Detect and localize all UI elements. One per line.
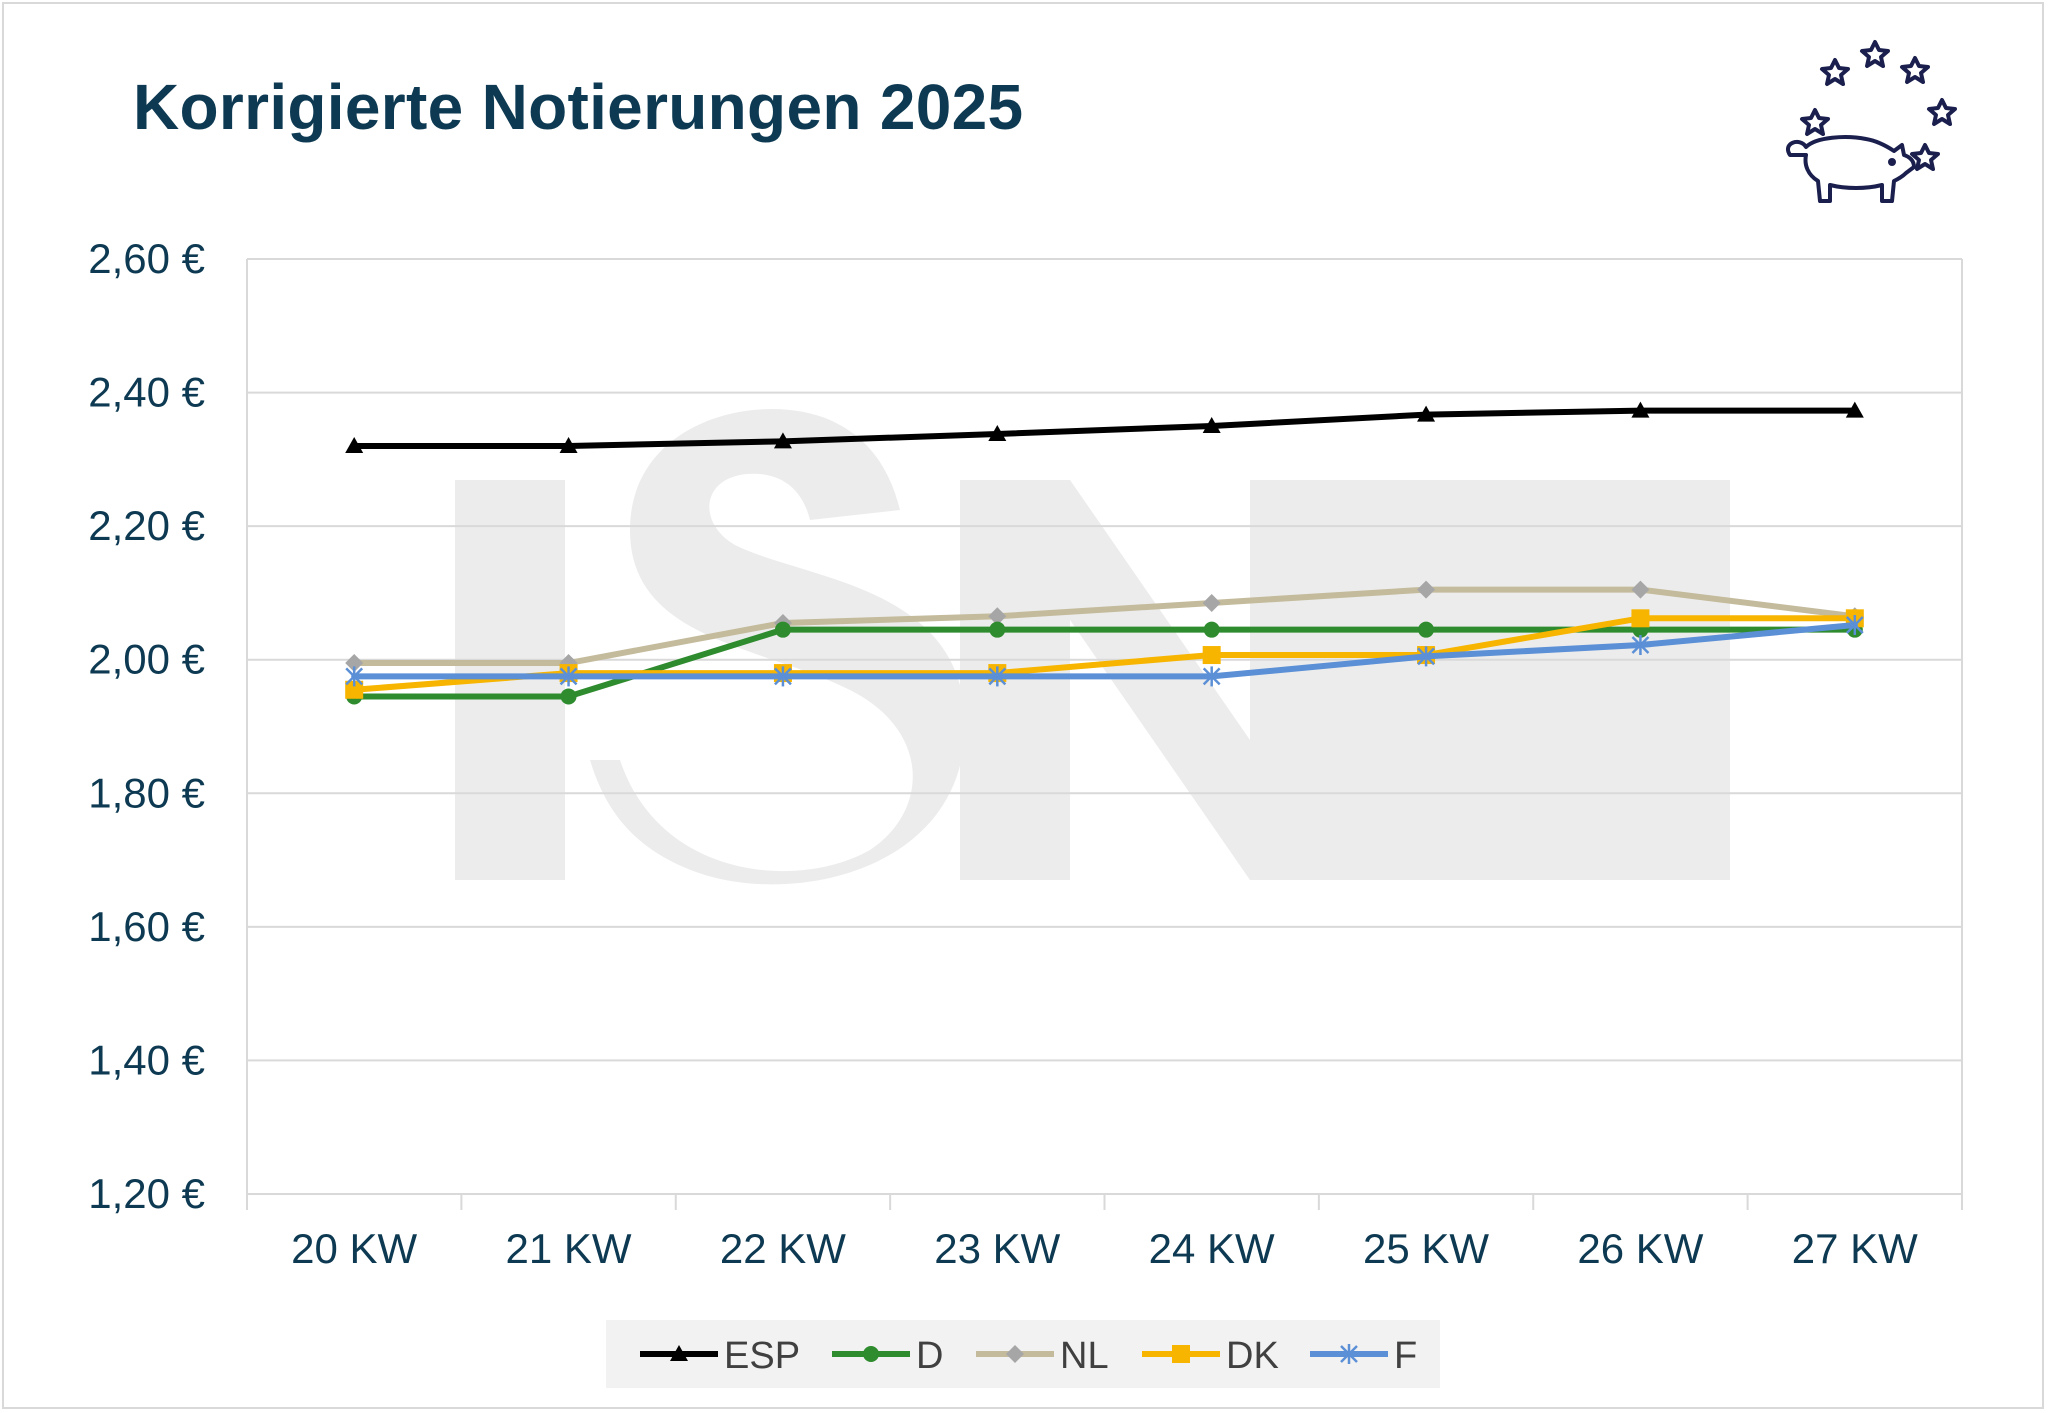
data-point [774,621,791,638]
x-tick-label: 23 KW [934,1225,1060,1272]
pig-icon [1786,135,1916,203]
star-icon [1820,58,1850,86]
data-point [345,437,364,453]
star-icon [1900,56,1930,84]
data-point [774,666,792,687]
data-point [1202,646,1221,665]
legend-item-dk: DK [1142,1335,1279,1377]
data-point [345,680,364,699]
data-point [1202,593,1221,612]
data-point [1418,621,1435,638]
star-icon [1800,108,1830,136]
data-point [1845,614,1864,635]
data-point [559,437,578,453]
series-f [345,614,1864,687]
series-line [351,407,1858,449]
y-tick-label: 1,20 € [88,1170,205,1217]
data-point [1417,580,1436,599]
data-point [1631,635,1650,656]
y-tick-label: 1,80 € [88,769,205,816]
data-point [989,621,1006,638]
legend-marker [1006,1345,1024,1363]
y-tick-label: 2,20 € [88,502,205,549]
data-point [1631,580,1650,599]
data-point [1202,416,1221,433]
legend-label: ESP [724,1335,800,1377]
x-tick-label: 25 KW [1363,1225,1489,1272]
legend-label: NL [1060,1335,1109,1377]
data-point [773,432,792,449]
legend-marker [1340,1344,1358,1364]
data-point [559,666,578,687]
x-tick-label: 21 KW [506,1225,632,1272]
y-tick-label: 2,00 € [88,636,205,683]
star-icon [1860,40,1890,68]
y-tick-label: 2,60 € [88,235,205,282]
data-point [1417,646,1435,667]
legend-item-d: D [832,1335,943,1377]
x-tick-label: 27 KW [1792,1225,1918,1272]
data-point [988,424,1007,441]
data-point [345,666,364,687]
legend-marker [670,1345,688,1361]
pig-stars-logo [1786,40,1957,203]
series-line [351,621,1858,680]
legend-item-nl: NL [976,1335,1109,1377]
legend-item-f: F [1310,1335,1417,1377]
data-point [1631,609,1650,628]
x-tick-label: 24 KW [1149,1225,1275,1272]
data-point [1203,621,1220,638]
data-point [988,666,1007,687]
series-layer [345,401,1864,705]
data-point [1631,401,1650,418]
chart-title: Korrigierte Notierungen 2025 [133,71,1024,143]
data-point [1417,405,1436,422]
data-point [345,654,364,673]
data-point [560,688,577,705]
x-tick-label: 20 KW [291,1225,417,1272]
legend-marker [1172,1345,1190,1363]
x-tick-label: 26 KW [1577,1225,1703,1272]
legend: ESP D NL DK F [606,1320,1440,1388]
axes: 1,20 € 1,40 € 1,60 € 1,80 € 2,00 € 2,20 € 2,40… [88,235,1963,1272]
legend-label: F [1394,1335,1417,1377]
y-tick-label: 1,40 € [88,1036,205,1083]
legend-item-esp: ESP [640,1335,800,1377]
data-point [988,607,1007,626]
data-point [1202,666,1221,687]
star-icon [1927,98,1957,126]
series-line [351,615,1858,693]
y-tick-label: 1,60 € [88,903,205,950]
star-icon [1910,143,1940,171]
data-point [1845,401,1864,418]
y-tick-label: 2,40 € [88,369,205,416]
legend-label: D [916,1335,943,1377]
series-line [351,626,1858,700]
legend-marker [863,1346,879,1362]
series-esp [345,401,1864,453]
isn-watermark [455,409,1730,885]
legend-label: DK [1226,1335,1279,1377]
series-line [351,586,1858,667]
x-tick-label: 22 KW [720,1225,846,1272]
